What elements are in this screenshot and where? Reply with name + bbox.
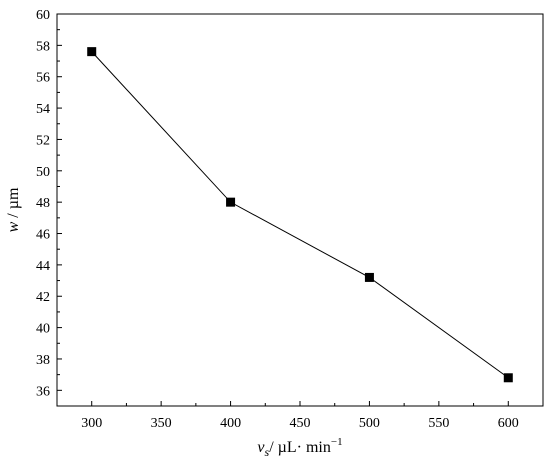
y-tick-label: 44 bbox=[36, 259, 50, 274]
y-label-var: w bbox=[5, 221, 22, 232]
y-label-unit: / µm bbox=[5, 187, 22, 222]
x-label-sub: s bbox=[265, 445, 270, 459]
x-tick-label: 400 bbox=[220, 416, 241, 431]
x-label-var: v bbox=[257, 439, 265, 456]
x-axis-label: vs/ µL· min−1 bbox=[257, 436, 342, 459]
y-tick-label: 58 bbox=[36, 39, 50, 54]
y-axis-label: w / µm bbox=[5, 187, 22, 232]
series-line bbox=[91, 51, 509, 379]
y-tick-label: 56 bbox=[36, 71, 50, 86]
x-axis: 300 350 400 450 500 550 600 bbox=[81, 401, 544, 431]
y-tick-label: 50 bbox=[36, 165, 50, 180]
data-point bbox=[226, 197, 236, 207]
x-tick-label: 350 bbox=[151, 416, 172, 431]
data-points bbox=[87, 47, 513, 383]
y-tick-label: 48 bbox=[36, 196, 50, 211]
y-tick-label: 40 bbox=[36, 322, 50, 337]
y-tick-label: 60 bbox=[36, 8, 50, 23]
x-tick-label: 500 bbox=[359, 416, 380, 431]
y-tick-label: 52 bbox=[36, 133, 50, 148]
y-tick-label: 36 bbox=[36, 384, 50, 399]
x-tick-label: 550 bbox=[428, 416, 449, 431]
y-tick-label: 38 bbox=[36, 353, 50, 368]
x-label-unit: / µL· min bbox=[269, 439, 331, 456]
data-point bbox=[364, 272, 374, 282]
data-point bbox=[87, 47, 97, 57]
x-tick-label: 300 bbox=[81, 416, 102, 431]
data-point bbox=[503, 373, 513, 383]
x-label-sup: −1 bbox=[331, 436, 343, 448]
plot-frame bbox=[56, 13, 544, 407]
y-tick-label: 42 bbox=[36, 290, 50, 305]
x-tick-label: 600 bbox=[498, 416, 519, 431]
y-tick-label: 54 bbox=[36, 102, 50, 117]
y-axis: 36 38 40 42 44 46 48 50 52 54 56 58 60 bbox=[36, 8, 62, 407]
y-tick-label: 46 bbox=[36, 228, 50, 243]
x-tick-label: 450 bbox=[290, 416, 311, 431]
